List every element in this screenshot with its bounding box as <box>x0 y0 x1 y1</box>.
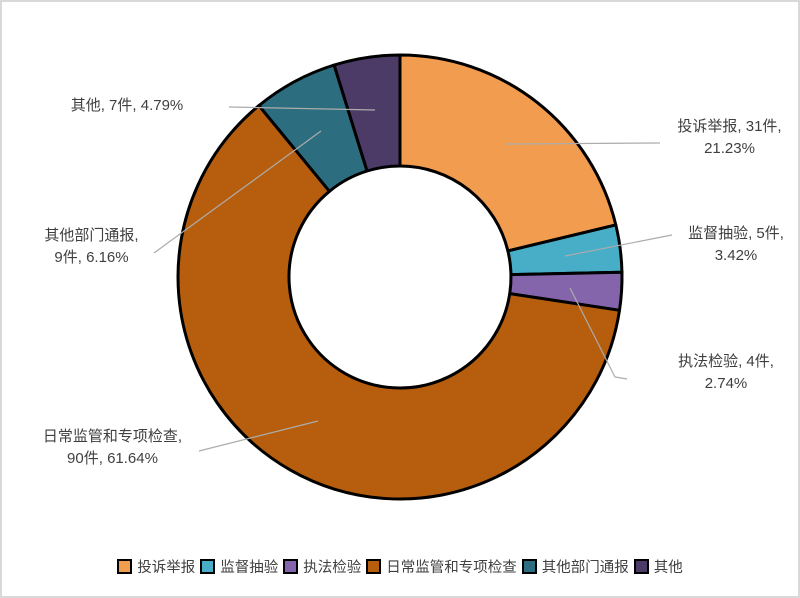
legend-label: 其他 <box>653 559 683 576</box>
donut-slice-6[interactable] <box>332 53 402 173</box>
leader-line-1 <box>504 142 661 145</box>
legend-swatch <box>633 558 649 574</box>
leader-line-2 <box>564 234 673 257</box>
data-label-line: 90件, 61.64% <box>67 450 158 467</box>
donut-slice-4[interactable] <box>176 104 621 501</box>
data-label-line: 9件, 6.16% <box>54 249 129 266</box>
legend-swatch <box>200 558 216 574</box>
data-label-line: 其他, 7件, 4.79% <box>70 97 184 114</box>
data-label-line: 监督抽验, 5件, <box>688 225 784 242</box>
data-label-complaints-reports: 投诉举报, 31件, 21.23% <box>657 116 798 160</box>
data-label-line: 投诉举报, 31件, <box>677 118 782 135</box>
data-label-line: 执法检验, 4件, <box>678 353 774 370</box>
legend-swatch <box>283 558 299 574</box>
leader-line-5 <box>153 130 322 254</box>
legend-item-law-enforcement-inspection[interactable]: 执法检验 <box>283 556 361 577</box>
data-label-other: 其他, 7件, 4.79% <box>61 95 193 117</box>
legend-swatch <box>521 558 537 574</box>
legend-swatch <box>117 558 133 574</box>
data-label-law-enforcement-inspection: 执法检验, 4件, 2.74% <box>652 351 798 395</box>
legend-label: 其他部门通报 <box>541 559 629 576</box>
leader-line-6 <box>228 106 376 111</box>
data-label-other-department-notification: 其他部门通报, 9件, 6.16% <box>24 225 159 269</box>
legend-label: 监督抽验 <box>220 559 279 576</box>
legend-item-supervision-sampling[interactable]: 监督抽验 <box>200 556 278 577</box>
legend-item-routine-supervision[interactable]: 日常监管和专项检查 <box>366 556 517 577</box>
legend-label: 日常监管和专项检查 <box>386 559 517 576</box>
legend-label: 执法检验 <box>303 559 362 576</box>
legend-item-complaints-reports[interactable]: 投诉举报 <box>117 556 195 577</box>
data-label-supervision-sampling: 监督抽验, 5件, 3.42% <box>670 223 798 267</box>
data-label-line: 3.42% <box>714 247 758 264</box>
legend-label: 投诉举报 <box>137 559 196 576</box>
data-label-line: 日常监管和专项检查, <box>42 428 183 445</box>
data-label-line: 其他部门通报, <box>44 227 139 244</box>
legend-swatch <box>366 558 382 574</box>
data-label-line: 2.74% <box>704 375 748 392</box>
donut-slice-1[interactable] <box>398 53 618 253</box>
legend-item-other-department-notification[interactable]: 其他部门通报 <box>521 556 629 577</box>
data-label-routine-supervision: 日常监管和专项检查, 90件, 61.64% <box>20 426 205 470</box>
legend-item-other[interactable]: 其他 <box>633 556 683 577</box>
leader-line-4 <box>198 420 319 452</box>
chart-legend: 投诉举报 监督抽验 执法检验 日常监管和专项检查 其他部门通报 其他 <box>2 553 798 579</box>
data-label-line: 21.23% <box>704 140 755 157</box>
leader-line-3 <box>569 287 628 380</box>
